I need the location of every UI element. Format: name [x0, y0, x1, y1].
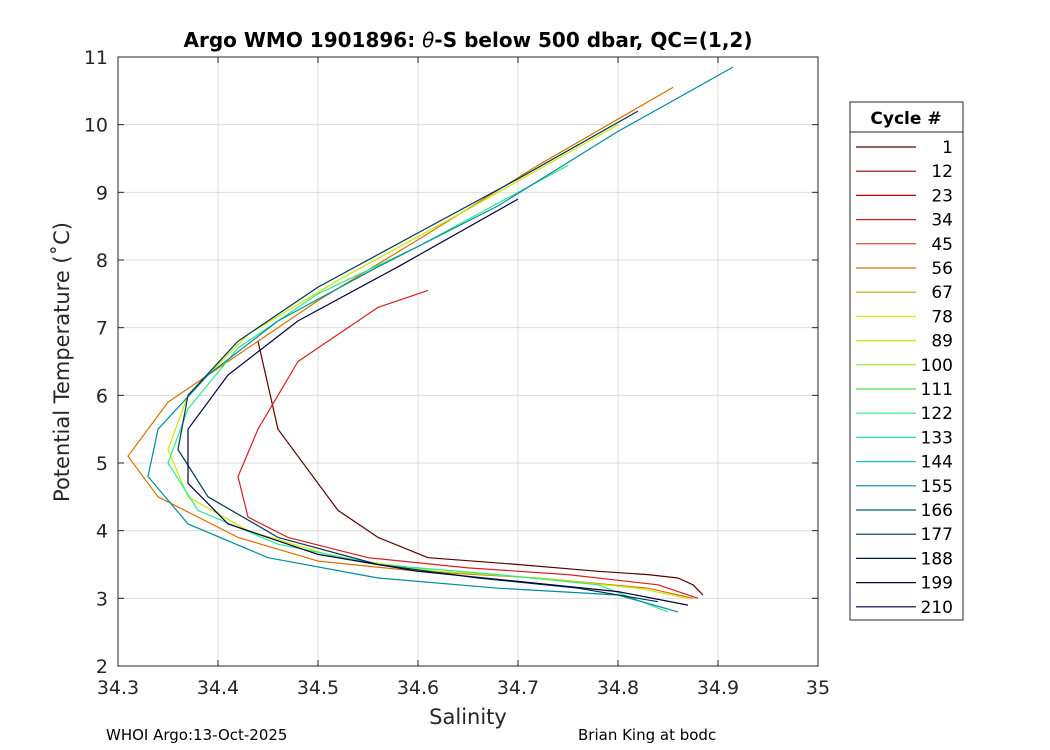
y-axis-label: Potential Temperature (˚C): [50, 222, 74, 502]
legend-entries: 1 12 23 34 45 56 67 78 89 100 111 122 133 144 155 166 17…: [856, 138, 953, 618]
legend-entry-label: 89: [931, 332, 953, 352]
y-tick-label: 7: [96, 318, 108, 340]
y-tick-label: 11: [84, 47, 108, 69]
legend-title: Cycle #: [870, 109, 941, 129]
legend-entry-label: 210: [921, 598, 953, 618]
series-line: [187, 198, 689, 606]
y-tick-label: 8: [96, 250, 108, 272]
legend-entry-label: 177: [921, 525, 953, 545]
legend-entry-label: 122: [921, 404, 953, 424]
y-tick-label: 4: [96, 521, 108, 543]
plot-frame: [117, 56, 819, 667]
legend-entry-label: 78: [931, 307, 953, 327]
series-line: [147, 66, 734, 613]
legend-entry-label: 133: [921, 428, 953, 448]
legend-entry-label: 188: [921, 549, 953, 569]
legend-entry-label: 56: [931, 259, 953, 279]
legend-entry-label: 111: [921, 380, 953, 400]
chart-title: Argo WMO 1901896: θ-S below 500 dbar, QC…: [184, 28, 753, 52]
x-tick-label: 34.7: [497, 677, 539, 699]
footer-right-credit: Brian King at bodc: [578, 726, 717, 744]
x-tick-label: 34.4: [197, 677, 239, 699]
y-tick-label: 2: [96, 656, 108, 678]
series-lines: [127, 66, 734, 613]
legend-entry-label: 12: [931, 162, 953, 182]
x-tick-label: 34.8: [597, 677, 639, 699]
plot-area: [118, 57, 818, 666]
legend-entry-label: 34: [931, 211, 953, 231]
legend-entry-label: 100: [921, 356, 953, 376]
legend-entry-label: 155: [921, 477, 953, 497]
x-axis-label: Salinity: [429, 705, 507, 729]
y-tick-label: 3: [96, 588, 108, 610]
y-tick-label: 9: [96, 182, 108, 204]
x-tick-label: 34.9: [697, 677, 739, 699]
series-line: [237, 289, 699, 599]
x-tick-label: 34.3: [97, 677, 139, 699]
legend: Cycle # 1 12 23 34 45 56 67 78 89 100 111 122 133 144…: [849, 101, 964, 621]
series-line: [257, 341, 704, 596]
y-tick-label: 10: [84, 115, 108, 137]
legend-entry-label: 1: [942, 138, 953, 158]
legend-entry-label: 45: [931, 235, 953, 255]
footer-left-credit: WHOI Argo:13-Oct-2025: [106, 726, 288, 744]
y-tick-label: 6: [96, 385, 108, 407]
x-tick-label: 35: [806, 677, 830, 699]
series-line: [167, 164, 669, 613]
legend-entry-label: 144: [921, 453, 953, 473]
series-line: [167, 124, 689, 599]
legend-entry-label: 166: [921, 501, 953, 521]
y-axis-ticks: 2 3 4 5 6 7 8 9 10 11: [84, 47, 818, 678]
x-axis-ticks: 34.3 34.4 34.5 34.6 34.7 34.8 34.9 35: [97, 57, 830, 699]
legend-entry-label: 199: [921, 574, 953, 594]
series-line: [177, 110, 659, 603]
legend-entry-label: 67: [931, 283, 953, 303]
legend-entry-label: 23: [931, 186, 953, 206]
x-tick-label: 34.5: [297, 677, 339, 699]
x-tick-label: 34.6: [397, 677, 439, 699]
y-tick-label: 5: [96, 453, 108, 475]
